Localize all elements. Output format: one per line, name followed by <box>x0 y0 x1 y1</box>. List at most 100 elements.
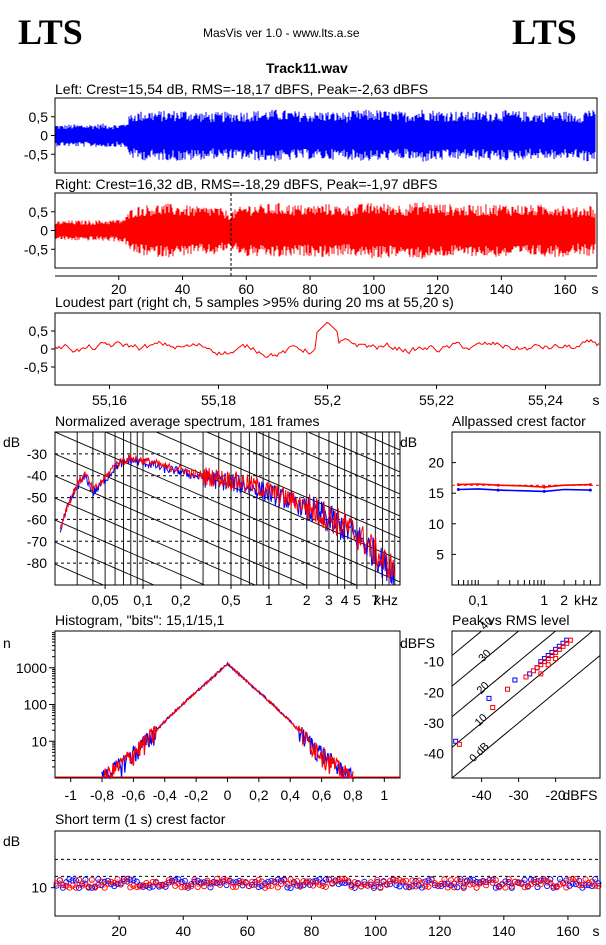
short-term-crest-point-left <box>451 880 458 887</box>
short-term-crest-point-right <box>277 880 285 887</box>
loudest-part-ytick-label: -0,5 <box>24 359 48 375</box>
short-term-crest-point-right <box>399 878 406 885</box>
short-term-crest-point-right <box>441 876 448 883</box>
short-term-crest-point-right <box>274 884 281 891</box>
short-term-crest-point-right <box>537 881 544 888</box>
short-term-crest-point-right <box>428 876 435 883</box>
short-term-crest-point-right <box>592 882 599 889</box>
peak-vs-rms-ytick-label: -20 <box>424 684 444 700</box>
left-waveform-ytick-label: -0,5 <box>24 146 48 162</box>
allpassed-crest-point-left <box>456 488 460 492</box>
right-waveform-xtick-label: 80 <box>302 281 318 297</box>
short-term-crest-point-left <box>204 879 211 886</box>
right-waveform-title: Right: Crest=16,32 dB, RMS=-18,29 dBFS, … <box>55 176 438 192</box>
allpassed-crest-ytick-label: 15 <box>428 485 444 501</box>
short-term-crest-point-right <box>287 876 294 883</box>
histogram-xtick-label: 0,2 <box>249 787 269 803</box>
short-term-crest-point-right <box>316 881 323 888</box>
short-term-crest-point-right <box>332 878 339 885</box>
short-term-crest-point-left <box>207 884 214 891</box>
peak-vs-rms-point-left <box>453 738 459 744</box>
short-term-crest-point-right <box>588 878 596 885</box>
short-term-crest-point-right <box>220 876 227 883</box>
short-term-crest-point-right <box>524 882 531 889</box>
short-term-crest-point-right <box>572 875 580 883</box>
short-term-crest-point-right <box>178 884 185 891</box>
allpassed-crest-ytick-label: 10 <box>428 516 444 532</box>
loudest-part-signal <box>54 321 600 358</box>
right-waveform-signal <box>55 202 596 259</box>
peak-vs-rms-crest-label: 30 <box>476 647 493 664</box>
histogram-title: Histogram, "bits": 15,1/15,1 <box>55 612 225 628</box>
file-name: Track11.wav <box>266 60 348 76</box>
short-term-crest-point-left <box>287 884 294 891</box>
peak-vs-rms-crest-line <box>452 631 594 749</box>
spectrum-title: Normalized average spectrum, 181 frames <box>55 413 320 429</box>
short-term-crest-point-left <box>101 878 108 885</box>
short-term-crest-point-right <box>175 880 182 887</box>
short-term-crest-point-right <box>415 877 422 884</box>
short-term-crest-point-right <box>66 884 73 891</box>
short-term-crest-point-right <box>255 876 262 883</box>
short-term-crest-point-right <box>143 880 150 887</box>
peak-vs-rms-point-right <box>560 643 566 649</box>
right-waveform-ytick-label: -0,5 <box>24 241 48 257</box>
short-term-crest-point-right <box>563 884 570 891</box>
right-waveform-xtick-label: 160 <box>553 281 577 297</box>
short-term-crest-point-right <box>425 883 432 890</box>
short-term-crest-point-right <box>261 884 269 891</box>
spectrum-ytick-label: -50 <box>27 490 47 506</box>
spectrum-slope <box>155 432 400 539</box>
histogram-xtick-label: -1 <box>64 787 77 803</box>
short-term-crest-title: Short term (1 s) crest factor <box>55 811 226 827</box>
histogram-ytick-label: 100 <box>24 697 48 713</box>
loudest-part-xtick-label: 55,2 <box>314 392 341 408</box>
loudest-part-xtick-label: 55,24 <box>528 392 563 408</box>
spectrum-xtick-label: 0,2 <box>171 592 191 608</box>
short-term-crest-point-right <box>531 879 538 886</box>
allpassed-crest-point-right <box>542 485 546 489</box>
spectrum-slope <box>55 497 257 585</box>
short-term-crest-point-right <box>550 883 557 890</box>
peak-vs-rms-crest-label: 0 dB <box>467 740 491 764</box>
spectrum-slope <box>55 256 400 406</box>
histogram-xtick-label: 0 <box>224 787 232 803</box>
peak-vs-rms-ytick-label: -40 <box>424 746 444 762</box>
short-term-crest-point-right <box>505 876 512 883</box>
right-waveform-xtick-label: 140 <box>490 281 514 297</box>
short-term-crest-point-right <box>213 875 220 882</box>
short-term-crest-point-left <box>521 876 528 883</box>
short-term-crest-point-right <box>271 878 278 885</box>
short-term-crest-point-right <box>447 877 454 884</box>
histogram-xtick-label: -0,6 <box>121 787 145 803</box>
peak-vs-rms-point-right <box>553 656 559 662</box>
short-term-crest-point-left <box>127 876 134 883</box>
short-term-crest-point-right <box>544 878 551 885</box>
allpassed-crest-ytick-label: 20 <box>428 455 444 471</box>
short-term-crest-point-right <box>284 881 291 888</box>
short-term-crest-point-right <box>297 883 304 890</box>
histogram-xtick-label: -0,4 <box>153 787 177 803</box>
short-term-crest-point-left <box>402 883 410 890</box>
short-term-crest-point-right <box>406 883 413 890</box>
peak-vs-rms-point-right <box>490 705 496 711</box>
peak-vs-rms-point-right <box>538 662 544 668</box>
spectrum-ytick-label: -40 <box>27 468 47 484</box>
short-term-crest-point-right <box>566 876 573 883</box>
short-term-crest-point-right <box>435 882 442 889</box>
short-term-crest-point-right <box>444 884 451 891</box>
short-term-crest-point-left <box>492 884 499 891</box>
short-term-crest-point-right <box>582 876 589 883</box>
short-term-crest-point-right <box>159 882 166 889</box>
short-term-crest-point-left <box>66 876 73 883</box>
short-term-crest-point-right <box>223 877 230 884</box>
short-term-crest-point-left <box>284 884 291 891</box>
short-term-crest-point-right <box>69 882 76 889</box>
short-term-crest-point-left <box>313 877 320 884</box>
short-term-crest-point-left <box>223 881 230 889</box>
short-term-crest-point-left <box>181 877 188 884</box>
peak-vs-rms-ytick-label: -10 <box>424 654 444 670</box>
short-term-crest-point-right <box>53 880 60 887</box>
allpassed-crest-point-right <box>456 483 460 487</box>
